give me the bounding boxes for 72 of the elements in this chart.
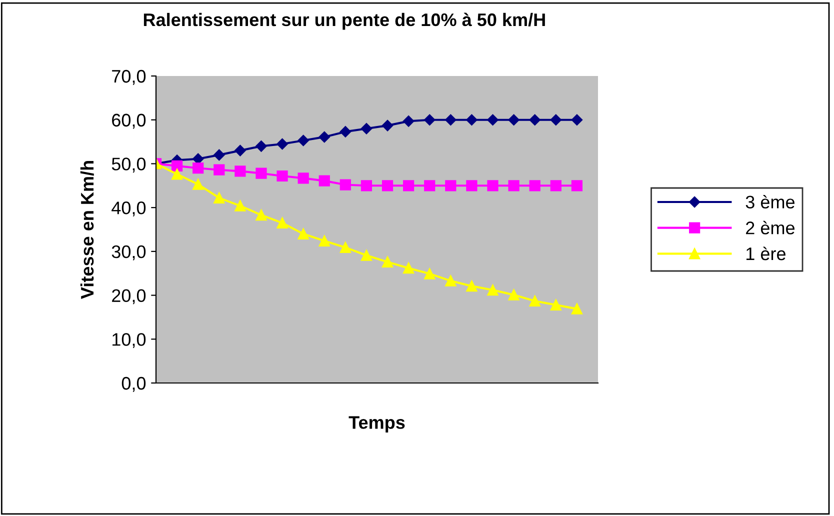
point <box>445 275 456 286</box>
point <box>171 168 183 180</box>
point <box>360 123 372 134</box>
y-tick-label: 70,0 <box>112 70 146 85</box>
y-tick-label: 20,0 <box>112 289 146 304</box>
legend-label: 2 ème <box>746 220 794 234</box>
point <box>360 180 372 192</box>
point <box>508 289 520 300</box>
point <box>276 170 288 182</box>
point <box>276 217 288 228</box>
point <box>214 149 225 161</box>
point <box>318 235 330 246</box>
point <box>340 126 352 138</box>
chart-title: Ralentissement sur un pente de 10% à 50 km/H <box>144 12 545 30</box>
y-axis-title: Vitesse en Km/h <box>80 161 94 299</box>
point <box>424 180 436 192</box>
point <box>234 166 246 177</box>
point <box>234 144 246 156</box>
point <box>424 114 436 126</box>
point <box>402 116 414 127</box>
point <box>487 180 498 192</box>
y-tick-label: 0,0 <box>122 376 146 392</box>
point <box>360 250 372 261</box>
point <box>550 299 562 310</box>
point <box>318 131 330 143</box>
legend-label: 1 ère <box>746 246 786 260</box>
point <box>571 303 583 314</box>
point <box>192 162 204 174</box>
point <box>256 140 267 152</box>
point <box>382 120 394 132</box>
point <box>171 160 183 172</box>
point <box>529 295 540 307</box>
point <box>487 114 498 126</box>
point <box>571 180 583 192</box>
legend-label: 3 ème <box>746 195 794 208</box>
point <box>445 180 456 192</box>
point <box>298 228 309 240</box>
point <box>550 114 562 126</box>
point <box>466 114 478 126</box>
point <box>529 180 540 192</box>
point <box>382 180 394 192</box>
point <box>192 178 204 190</box>
point <box>318 175 330 186</box>
point <box>550 180 562 192</box>
point <box>298 172 309 184</box>
point <box>340 179 351 190</box>
point <box>571 114 583 126</box>
point <box>256 209 267 221</box>
point <box>445 114 456 126</box>
x-axis-title: Temps <box>348 416 405 432</box>
point <box>424 268 436 280</box>
point <box>382 256 394 268</box>
point <box>340 242 351 254</box>
point <box>214 164 225 176</box>
y-tick-label: 40,0 <box>112 202 146 216</box>
point <box>403 180 414 192</box>
point <box>508 180 520 192</box>
point <box>487 284 498 296</box>
point <box>214 192 225 204</box>
point <box>256 168 267 179</box>
point <box>276 138 288 150</box>
point <box>298 134 309 146</box>
y-tick-label: 30,0 <box>112 245 146 260</box>
point <box>403 262 414 274</box>
point <box>529 114 540 126</box>
point <box>466 180 478 192</box>
y-tick-label: 60,0 <box>112 114 146 129</box>
point <box>466 280 478 292</box>
point <box>234 200 246 212</box>
y-tick-label: 50,0 <box>112 158 146 173</box>
y-tick-label: 10,0 <box>112 333 146 348</box>
point <box>508 114 520 126</box>
